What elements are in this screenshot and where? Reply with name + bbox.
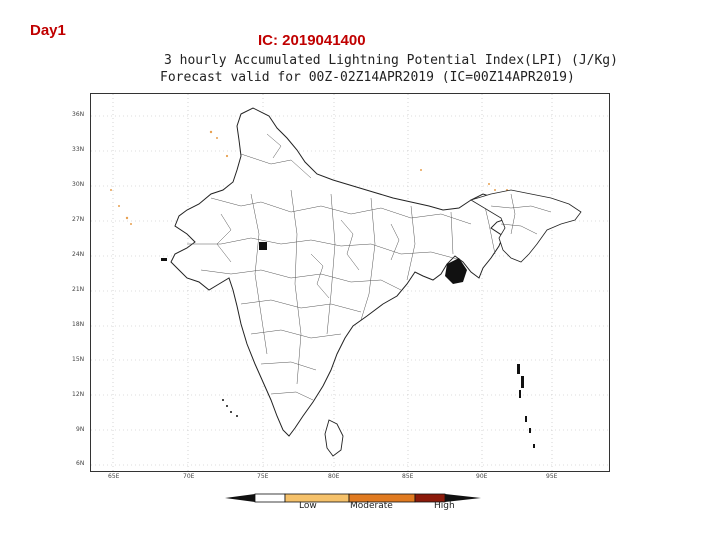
colorbar-segment-1 (254, 493, 286, 503)
map-plot-area (90, 93, 610, 472)
lat-tick-36n: 36N (72, 111, 85, 118)
lon-tick-70e: 70E (183, 473, 195, 480)
colorbar-segment-2 (284, 493, 350, 503)
lon-tick-85e: 85E (402, 473, 414, 480)
northeast-boundaries (490, 193, 552, 235)
lat-tick-6n: 6N (76, 460, 85, 467)
lat-tick-21n: 21N (72, 286, 85, 293)
lpi-colorbar (225, 493, 481, 503)
sri-lanka-outline (324, 419, 344, 457)
map-title-line-1: 3 hourly Accumulated Lightning Potential… (164, 53, 618, 68)
lon-tick-95e: 95E (546, 473, 558, 480)
lon-tick-90e: 90E (476, 473, 488, 480)
map-title-line-2: Forecast valid for 00Z-02Z14APR2019 (IC=… (160, 70, 575, 85)
india-outline (170, 107, 516, 437)
lat-tick-12n: 12N (72, 391, 85, 398)
andaman-islands (517, 364, 535, 448)
lon-tick-65e: 65E (108, 473, 120, 480)
lat-tick-30n: 30N (72, 181, 85, 188)
lat-tick-18n: 18N (72, 321, 85, 328)
lat-tick-15n: 15N (72, 356, 85, 363)
legend-label-moderate: Moderate (350, 501, 393, 511)
northeast-outline (470, 189, 582, 263)
initial-condition-label: IC: 2019041400 (258, 32, 366, 49)
lon-tick-80e: 80E (328, 473, 340, 480)
lat-tick-9n: 9N (76, 426, 85, 433)
delta-region (445, 258, 467, 284)
colorbar-right-arrow (445, 494, 481, 502)
colorbar-left-arrow (225, 494, 255, 502)
coastal-marks (161, 242, 267, 261)
legend-label-low: Low (299, 501, 317, 511)
lat-tick-27n: 27N (72, 216, 85, 223)
map-title: 3 hourly Accumulated Lightning Potential… (160, 52, 618, 86)
lat-tick-24n: 24N (72, 251, 85, 258)
legend-label-high: High (434, 501, 455, 511)
lakshadweep-islands (222, 399, 238, 417)
district-boundaries (187, 133, 496, 401)
lat-tick-33n: 33N (72, 146, 85, 153)
lon-tick-75e: 75E (257, 473, 269, 480)
india-map (91, 94, 609, 471)
day-label: Day1 (30, 22, 66, 39)
